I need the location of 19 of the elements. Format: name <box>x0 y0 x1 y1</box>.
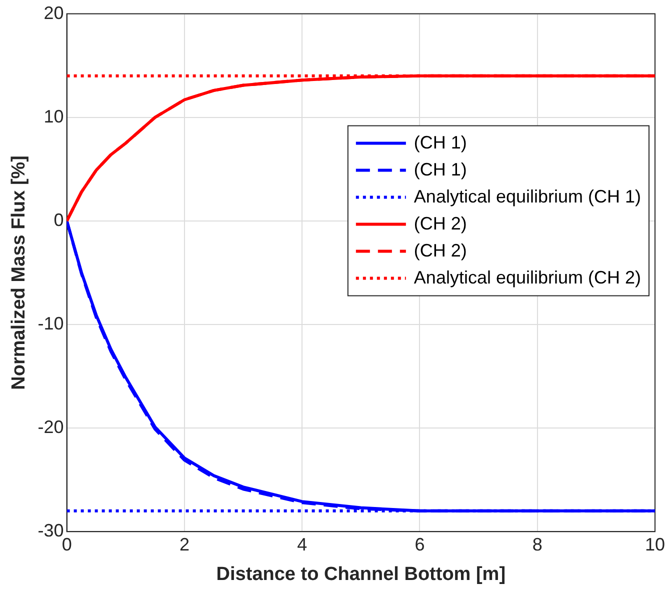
y-tick-label: -20 <box>38 417 64 438</box>
legend-label: (CH 1) <box>414 159 467 180</box>
x-tick-label: 10 <box>644 534 666 554</box>
x-tick-label: 8 <box>532 534 542 554</box>
y-axis-title: Normalized Mass Flux [%] <box>8 156 30 390</box>
y-tick-label: -30 <box>38 520 64 541</box>
x-axis-title: Distance to Channel Bottom [m] <box>216 564 506 585</box>
legend-label: (CH 1) <box>414 132 467 152</box>
legend-label: (CH 2) <box>414 213 467 234</box>
x-tick-label: 4 <box>297 534 308 554</box>
x-tick-label: 2 <box>179 534 190 554</box>
y-tick-label: 10 <box>44 106 64 126</box>
legend-label: Analytical equilibrium (CH 1) <box>414 186 642 206</box>
y-tick-label: 20 <box>44 2 64 23</box>
legend-label: (CH 2) <box>414 240 467 260</box>
x-tick-label: 6 <box>414 534 425 554</box>
y-tick-label: 0 <box>54 210 64 230</box>
legend-label: Analytical equilibrium (CH 2) <box>414 267 642 288</box>
y-tick-label: -10 <box>38 313 64 334</box>
